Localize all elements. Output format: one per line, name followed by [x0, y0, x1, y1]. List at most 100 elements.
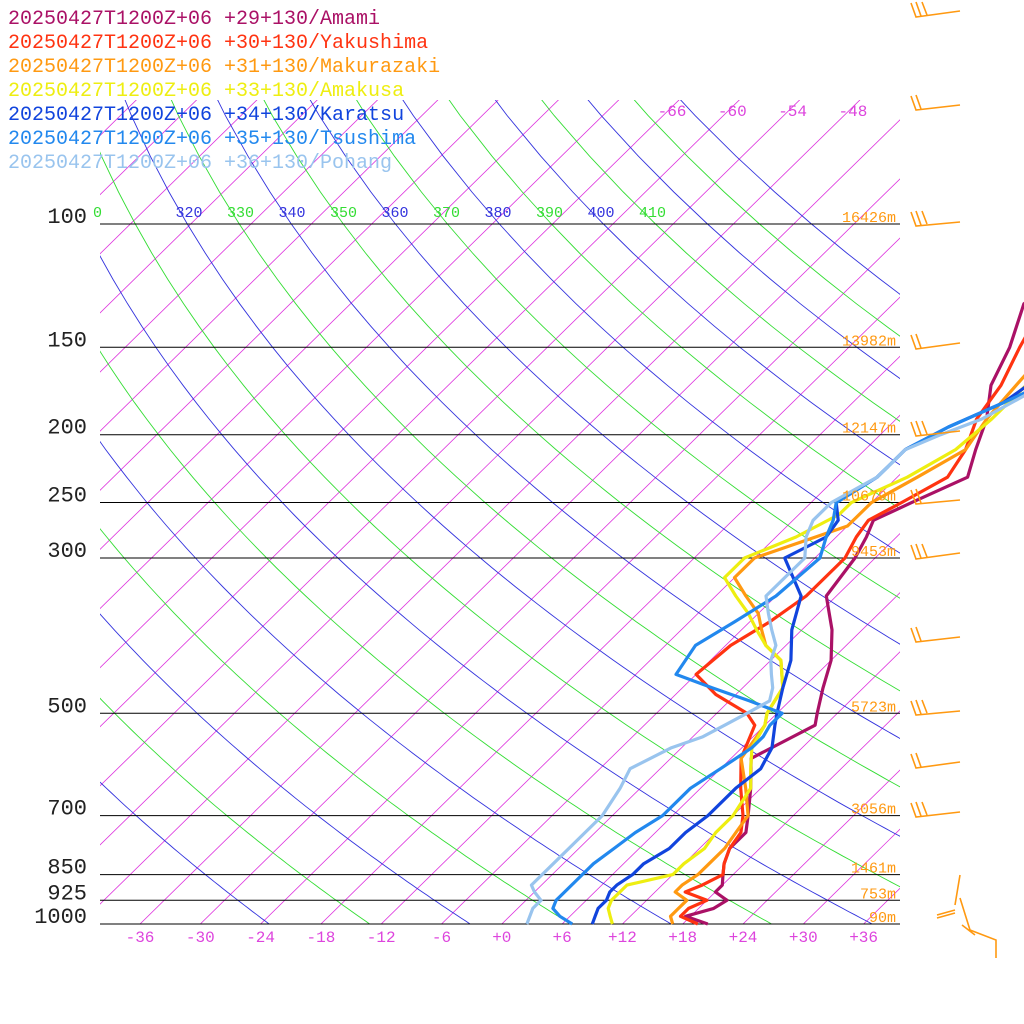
x-tick-label: -24: [246, 929, 275, 947]
legend-entry: 20250427T1200Z+06 +36+130/Pohang: [8, 152, 392, 175]
dry-adiabat-line: [100, 440, 673, 924]
dry-adiabat-line: [541, 100, 900, 422]
series-line: [590, 385, 1024, 925]
isotherm-line: [139, 178, 900, 924]
height-label: 753m: [860, 886, 896, 903]
wind-barb: [910, 420, 961, 437]
height-label: 90m: [869, 910, 896, 927]
wind-barb: [910, 801, 961, 818]
dry-adiabat-line: [263, 100, 900, 692]
isotherm-line: [100, 100, 198, 196]
theta-label: 350: [330, 205, 357, 222]
upper-temp-labels: -66 -60 -54 -48: [658, 103, 868, 121]
height-label: 9453m: [851, 544, 896, 561]
legend-entry: 20250427T1200Z+06 +34+130/Karatsu: [8, 104, 404, 127]
isotherm-line: [380, 414, 900, 924]
series-line: [525, 394, 1024, 925]
isotherm-line: [100, 100, 620, 610]
wind-barb: [910, 543, 961, 560]
theta-label: 340: [279, 205, 306, 222]
x-tick-label: -6: [432, 929, 451, 947]
wind-barb: [936, 874, 961, 919]
dry-adiabat-line: [356, 100, 900, 599]
legend-entry: 20250427T1200Z+06 +29+130/Amami: [8, 8, 380, 31]
wind-barb: [910, 699, 961, 716]
x-tick-label: +24: [729, 929, 758, 947]
isotherm-line: [200, 237, 900, 924]
height-label: 12147m: [842, 421, 896, 438]
theta-label: 390: [536, 205, 563, 222]
x-tick-label: -36: [126, 929, 155, 947]
series-line: [683, 301, 1024, 926]
dry-adiabat-line: [124, 100, 900, 837]
wind-barb: [910, 333, 961, 350]
x-tick-labels: -36 -30 -24 -18 -12 -6 +0 +6 +12 +18 +24 +30 +36: [126, 929, 878, 947]
x-tick-label: +0: [492, 929, 511, 947]
pressure-label: 300: [47, 539, 87, 564]
dry-adiabat-line: [170, 100, 900, 788]
isotherm-line: [501, 533, 900, 924]
isotherm-line: [100, 100, 258, 255]
isotherm-line: [622, 651, 900, 924]
isotherm-line: [100, 100, 439, 432]
background-lines: [100, 0, 1024, 924]
series-line: [678, 336, 1024, 926]
x-tick-label: +12: [608, 929, 637, 947]
legend-entry: 20250427T1200Z+06 +35+130/Tsushima: [8, 128, 416, 151]
height-label: 13982m: [842, 333, 896, 350]
dry-adiabat-line: [100, 255, 874, 924]
height-label: 16426m: [842, 210, 896, 227]
legend-entry: 20250427T1200Z+06 +30+130/Yakushima: [8, 32, 428, 55]
isotherm-line: [260, 296, 900, 924]
dry-adiabat-line: [100, 613, 471, 924]
pressure-label: 700: [47, 797, 87, 822]
pressure-label: 500: [47, 694, 87, 719]
legend-entry: 20250427T1200Z+06 +31+130/Makurazaki: [8, 56, 440, 79]
isotherm-line: [100, 100, 559, 550]
wind-barb: [910, 488, 961, 505]
isobar-lines: [100, 223, 900, 925]
upper-temp-label: -48: [838, 103, 867, 121]
isotherm-line: [803, 828, 900, 924]
theta-label: 320: [176, 205, 203, 222]
height-label: 5723m: [851, 699, 896, 716]
isotherm-line: [561, 592, 900, 924]
dry-adiabat-line: [100, 151, 900, 888]
upper-temp-label: -66: [658, 103, 687, 121]
x-tick-label: -18: [306, 929, 335, 947]
pressure-label: 150: [47, 328, 87, 353]
wind-barbs: [910, 1, 997, 958]
height-label: 3056m: [851, 802, 896, 819]
wind-barb: [910, 1, 961, 18]
theta-label: 0: [93, 205, 102, 222]
upper-temp-label: -54: [778, 103, 807, 121]
x-tick-label: +6: [552, 929, 571, 947]
isotherm-line: [100, 100, 318, 314]
dry-adiabat-line: [100, 528, 572, 924]
isotherm-line: [320, 355, 900, 924]
dry-adiabat-line: [100, 350, 773, 924]
x-tick-label: -12: [367, 929, 396, 947]
dry-adiabat-line: [402, 100, 900, 554]
theta-label: 380: [485, 205, 512, 222]
wind-barb: [959, 897, 997, 958]
pressure-label: 200: [47, 416, 87, 441]
theta-labels: 0 320 330 340 350 360 370 380 390 400 410: [93, 205, 666, 222]
x-tick-label: +30: [789, 929, 818, 947]
height-label: 10679m: [842, 489, 896, 506]
height-label: 1461m: [851, 861, 896, 878]
pressure-label: 100: [47, 205, 87, 230]
upper-temp-label: -60: [718, 103, 747, 121]
theta-label: 370: [433, 205, 460, 222]
isotherm-line: [682, 710, 900, 924]
pressure-label: 1000: [34, 905, 87, 930]
dry-adiabat-line: [448, 100, 900, 510]
pressure-label: 850: [47, 856, 87, 881]
isotherm-line: [984, 0, 1024, 924]
isotherm-line: [100, 100, 861, 846]
pressure-label: 925: [47, 881, 87, 906]
pressure-label: 250: [47, 484, 87, 509]
isotherm-line: [924, 0, 1024, 924]
height-labels: 16426m 13982m 12147m 10679m 9453m 5723m 3056m 1…: [842, 210, 896, 927]
